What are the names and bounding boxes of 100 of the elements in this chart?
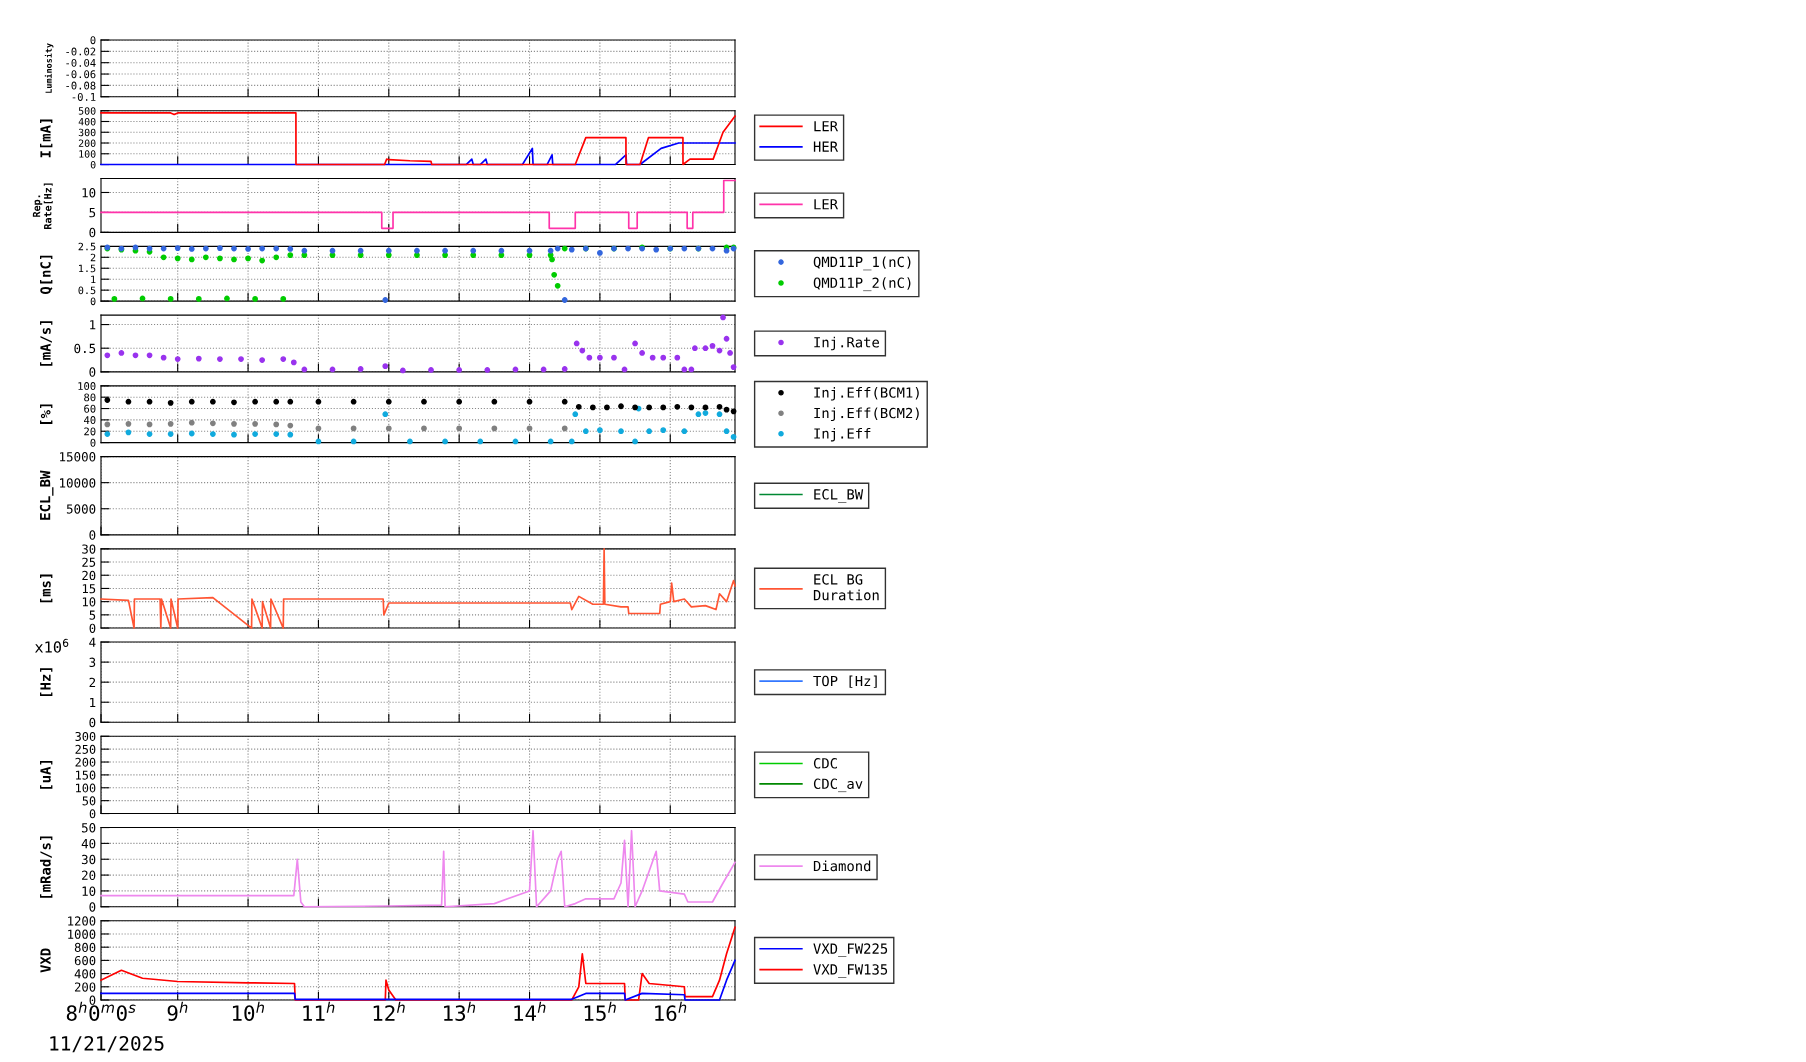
- x-tick-label: 10$^{h}$: [232, 1001, 264, 1021]
- y-tick-label: 0.5: [78, 286, 96, 295]
- legend-label: LER: [814, 121, 839, 132]
- y-tick-label: 2: [90, 253, 96, 262]
- y-tick-label: -0.04: [66, 58, 96, 67]
- y-axis-title: [mRad/s]: [40, 836, 53, 898]
- y-tick-label: 300: [75, 731, 96, 741]
- y-tick-label: 0: [90, 160, 96, 169]
- y-tick-label: -0.06: [66, 70, 96, 79]
- y-axis-title: [ms]: [40, 574, 53, 603]
- legend-label: HER: [813, 141, 839, 152]
- y-tick-label: 0.5: [74, 343, 96, 354]
- y-tick-label: 50: [82, 796, 96, 806]
- y-axis-title: [%]: [40, 404, 53, 424]
- y-tick-label: 2.5: [78, 242, 96, 251]
- legend-label: TOP [Hz]: [813, 675, 877, 688]
- x-tick-label: 11$^{h}$: [303, 1001, 335, 1021]
- y-tick-label: 10000: [60, 478, 96, 488]
- y-tick-label: 80: [84, 393, 96, 402]
- y-axis-title: [mA/s]: [40, 321, 53, 366]
- legend-label: Inj.Eff(BCM2): [814, 407, 919, 421]
- y-tick-label: 40: [81, 838, 96, 849]
- x-tick-label: 15$^{h}$: [584, 1001, 616, 1021]
- y-tick-label: 40: [84, 416, 96, 425]
- y-tick-label: 1: [91, 275, 96, 284]
- legend-label: Inj.Eff(BCM1): [814, 387, 919, 401]
- y-tick-label: 5000: [66, 504, 96, 514]
- y-tick-label: 20: [82, 870, 96, 881]
- y-tick-label: 0: [89, 902, 96, 912]
- y-tick-label: 150: [76, 770, 96, 780]
- y-tick-label: 3: [89, 657, 96, 668]
- legend-label: ECL_BW: [814, 489, 864, 503]
- y-tick-label: 5: [89, 610, 96, 620]
- y-tick-label: 300: [78, 128, 96, 137]
- y-tick-label: 15: [82, 584, 96, 594]
- y-axis-title: Rep. Rate[Hz]: [32, 183, 53, 229]
- legend-label: ECL BG Duration: [813, 574, 879, 601]
- y-tick-label: 15000: [60, 452, 96, 462]
- legend-label: QMD11P_1(nC): [813, 256, 911, 271]
- text: x10$^{6}$: [35, 638, 69, 653]
- y-axis-title: VXD: [40, 948, 51, 973]
- y-tick-label: -0.08: [66, 81, 96, 90]
- legend-label: CDC: [813, 758, 837, 769]
- y-tick-label: 100: [79, 150, 96, 158]
- y-tick-label: 250: [75, 744, 96, 754]
- y-tick-label: 800: [74, 942, 96, 953]
- y-axis-title: Q[nC]: [40, 255, 53, 294]
- y-tick-label: 0: [89, 367, 96, 377]
- legend-label: Inj.Eff: [814, 427, 871, 442]
- y-tick-label: 0: [89, 530, 96, 540]
- y-tick-label: 100: [78, 382, 96, 391]
- y-tick-label: 4: [89, 637, 96, 647]
- y-tick-label: 60: [84, 404, 96, 413]
- x-tick-label: 14$^{h}$: [514, 1001, 546, 1021]
- legend-label: Inj.Rate: [814, 336, 880, 351]
- y-tick-label: 10: [82, 187, 96, 198]
- y-tick-label: 50: [81, 823, 96, 833]
- legend-label: VXD_FW225: [813, 943, 888, 957]
- text: 11/21/2025: [50, 1035, 164, 1053]
- legend-label: Diamond: [813, 860, 871, 872]
- y-tick-label: 0: [90, 36, 96, 45]
- legend-label: LER: [814, 199, 839, 210]
- y-tick-label: 600: [74, 955, 96, 966]
- y-axis-title: I[mA]: [40, 119, 53, 158]
- y-axis-title: ECL_BW: [39, 470, 54, 520]
- y-tick-label: 10: [82, 886, 96, 896]
- y-tick-label: 0: [90, 438, 96, 447]
- y-tick-label: 0: [89, 717, 96, 728]
- y-tick-label: 0: [89, 623, 96, 633]
- x-tick-label: 9$^{h}$: [167, 1001, 188, 1021]
- x-tick-label: 13$^{h}$: [444, 1001, 476, 1021]
- x-tick-label: 12$^{h}$: [373, 1001, 405, 1021]
- y-tick-label: 5: [89, 208, 96, 218]
- legend-label: VXD_FW135: [813, 964, 888, 978]
- y-tick-label: 30: [81, 854, 96, 865]
- y-tick-label: 1.5: [79, 264, 96, 273]
- legend-label: QMD11P_2(nC): [813, 277, 911, 292]
- y-tick-label: 25: [82, 557, 96, 567]
- x-tick-label: 16$^{h}$: [655, 1001, 687, 1021]
- y-tick-label: 200: [78, 139, 96, 147]
- y-tick-label: 10: [82, 597, 96, 607]
- y-tick-label: 2: [89, 677, 96, 687]
- y-tick-label: 200: [74, 982, 96, 992]
- y-tick-label: 1: [90, 697, 96, 707]
- y-tick-label: 500: [78, 107, 96, 115]
- y-tick-label: 100: [76, 783, 96, 793]
- y-axis-title: [uA]: [40, 761, 53, 789]
- y-axis-title: [Hz]: [40, 668, 53, 697]
- y-tick-label: 0: [89, 227, 96, 238]
- y-tick-label: 1000: [68, 929, 96, 939]
- y-tick-label: 30: [82, 544, 96, 554]
- y-tick-label: 20: [84, 427, 96, 436]
- y-axis-title: Luminosity: [44, 43, 54, 93]
- y-tick-label: -0.1: [72, 92, 96, 101]
- y-tick-label: 400: [74, 969, 96, 979]
- y-tick-label: 0: [90, 297, 96, 306]
- y-tick-label: 200: [75, 757, 96, 767]
- y-tick-label: 400: [78, 117, 96, 126]
- y-tick-label: 0: [89, 809, 96, 819]
- y-tick-label: -0.02: [66, 47, 96, 56]
